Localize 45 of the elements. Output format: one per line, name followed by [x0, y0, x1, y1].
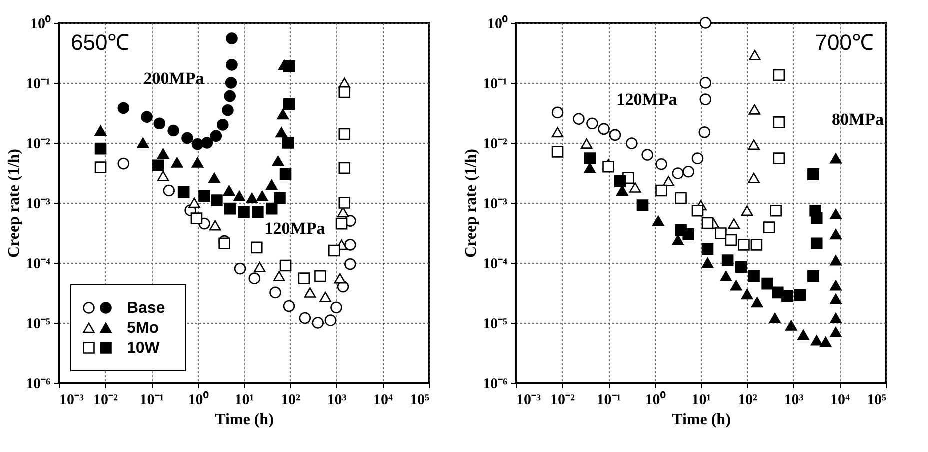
annotation: 700℃	[815, 30, 874, 55]
x-axis-title: Time (h)	[672, 412, 731, 428]
y-tick-label: 10⁰	[30, 14, 52, 32]
x-tick-label: 10⁴	[830, 392, 850, 408]
y-tick-label: 10⁻¹	[26, 76, 50, 92]
y-tick-label: 10⁻²	[26, 136, 51, 152]
legend-label: Base	[127, 300, 166, 317]
y-tick-label: 10⁰	[488, 14, 508, 32]
y-tick-label: 10⁻⁶	[483, 376, 508, 392]
x-tick-label: 10⁰	[645, 390, 666, 408]
y-tick-label: 10⁻⁵	[26, 316, 51, 332]
y-tick-label: 10⁻²	[483, 136, 508, 152]
x-tick-label: 10²	[281, 392, 301, 408]
x-tick-label: 10⁵	[410, 392, 430, 408]
x-tick-label: 10⁻³	[516, 392, 542, 408]
legend-label: 10W	[127, 340, 161, 357]
x-tick-label: 10³	[784, 392, 804, 408]
x-tick-label: 10⁻²	[94, 392, 118, 408]
x-tick-label: 10⁵	[867, 392, 887, 408]
annotation: 80MPa	[832, 110, 884, 129]
annotation: 650℃	[71, 30, 130, 55]
x-tick-label: 10³	[327, 392, 348, 408]
x-tick-label: 10⁻³	[60, 392, 84, 408]
y-tick-label: 10⁻⁵	[483, 316, 508, 332]
annotation: 120MPa	[264, 219, 326, 238]
x-tick-label: 10⁻¹	[140, 392, 164, 408]
y-axis-title: Creep rate (1/h)	[6, 149, 24, 258]
x-tick-label: 10⁻¹	[596, 392, 622, 408]
y-axis-title: Creep rate (1/h)	[463, 149, 480, 258]
y-tick-label: 10⁻³	[26, 196, 51, 212]
y-tick-label: 10⁻⁶	[26, 376, 51, 392]
x-tick-label: 10¹	[692, 392, 712, 408]
x-tick-label: 10⁻²	[550, 392, 576, 408]
y-tick-label: 10⁻⁴	[483, 256, 508, 272]
x-tick-label: 10¹	[234, 392, 254, 408]
annotation: 200MPa	[144, 69, 205, 88]
x-axis-title: Time (h)	[215, 412, 274, 428]
y-tick-label: 10⁻¹	[483, 76, 508, 92]
x-tick-label: 10⁴	[374, 392, 394, 408]
x-tick-label: 10⁰	[188, 390, 210, 408]
legend-label: 5Mo	[127, 320, 160, 337]
x-tick-label: 10²	[738, 392, 758, 408]
y-tick-label: 10⁻⁴	[26, 256, 51, 272]
y-tick-label: 10⁻³	[483, 196, 508, 212]
annotation: 120MPa	[616, 90, 678, 109]
